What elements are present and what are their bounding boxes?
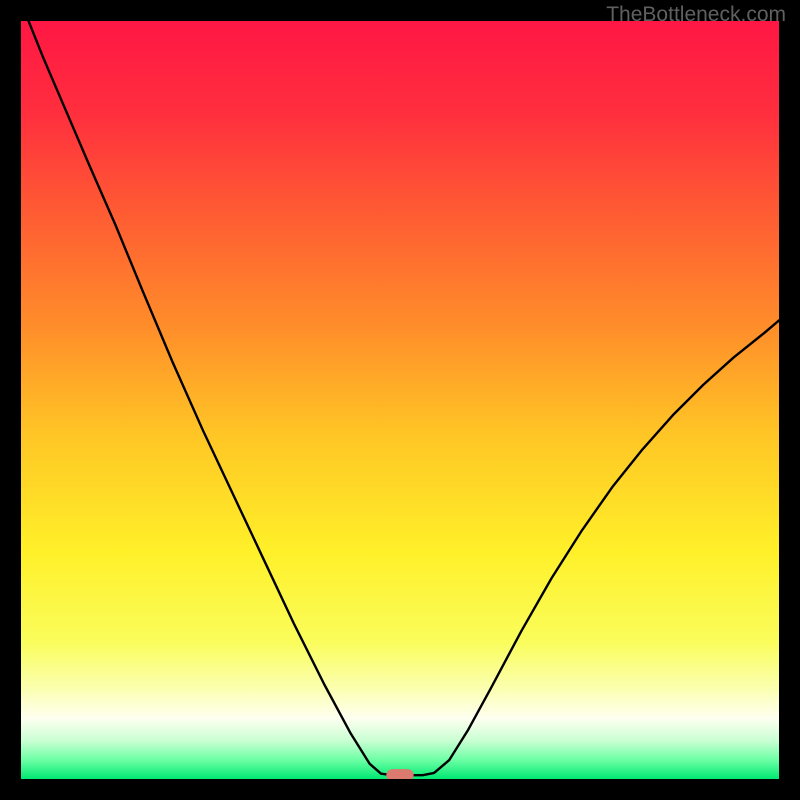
chart-frame: TheBottleneck.com — [0, 0, 800, 800]
gradient-background — [21, 21, 779, 779]
plot-svg — [21, 21, 779, 779]
optimum-marker — [386, 769, 413, 779]
watermark-label: TheBottleneck.com — [606, 3, 786, 27]
plot-area — [21, 21, 779, 779]
